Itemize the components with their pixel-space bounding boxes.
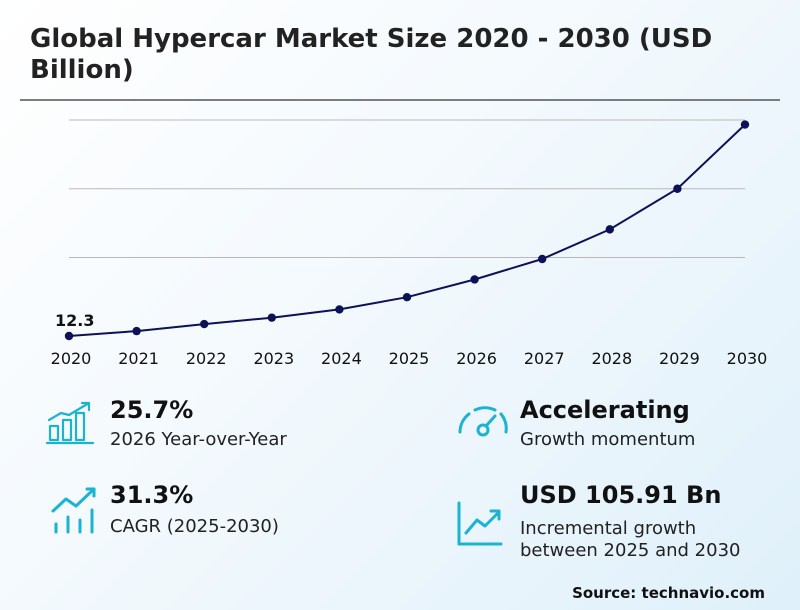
x-tick-2024: 2024 bbox=[321, 349, 362, 368]
data-point-2020 bbox=[64, 331, 74, 341]
kpi-yoy-label: 2026 Year-over-Year bbox=[110, 429, 287, 450]
bar-chart-growth-icon bbox=[45, 401, 95, 445]
x-tick-2027: 2027 bbox=[524, 349, 565, 368]
series-line-layer bbox=[68, 123, 746, 337]
kpi-cagr-value: 31.3% bbox=[110, 481, 194, 509]
data-markers bbox=[64, 120, 750, 341]
source-credit: Source: technavio.com bbox=[572, 584, 765, 602]
data-point-2024 bbox=[335, 305, 344, 314]
rising-bars-trend-icon bbox=[51, 487, 96, 534]
data-point-2025 bbox=[402, 292, 412, 302]
x-tick-2028: 2028 bbox=[591, 349, 632, 368]
series-line bbox=[68, 123, 746, 337]
data-point-2026 bbox=[470, 275, 479, 284]
data-labels: 12.3 bbox=[55, 311, 94, 330]
data-point-2030 bbox=[740, 120, 750, 129]
data-point-2029 bbox=[673, 184, 682, 193]
kpi-cagr-label: CAGR (2025-2030) bbox=[110, 516, 279, 537]
x-tick-2023: 2023 bbox=[253, 349, 294, 368]
x-tick-2026: 2026 bbox=[456, 349, 497, 368]
x-tick-2020: 2020 bbox=[51, 349, 92, 368]
x-tick-2030: 2030 bbox=[727, 349, 768, 368]
data-label-2020: 12.3 bbox=[55, 311, 94, 330]
x-axis-ticks: 2020 2021 2022 2023 2024 2025 2026 2027 2028 2029… bbox=[51, 349, 768, 368]
data-point-2027 bbox=[538, 254, 547, 264]
kpi-incremental-value: USD 105.91 Bn bbox=[520, 481, 722, 509]
kpi-yoy-value: 25.7% bbox=[110, 396, 194, 424]
kpi-momentum-value: Accelerating bbox=[520, 396, 690, 424]
data-point-2028 bbox=[605, 225, 614, 234]
title-divider bbox=[20, 99, 780, 101]
x-tick-2025: 2025 bbox=[389, 349, 430, 368]
kpi-incremental-label-line1: Incremental growth bbox=[520, 518, 697, 539]
speedometer-icon bbox=[458, 406, 508, 437]
kpi-momentum-label: Growth momentum bbox=[520, 429, 696, 450]
x-tick-2022: 2022 bbox=[186, 349, 227, 368]
data-point-2023 bbox=[267, 313, 276, 322]
data-point-2022 bbox=[200, 319, 209, 329]
chart-title: Global Hypercar Market Size 2020 - 2030 … bbox=[30, 24, 713, 85]
x-tick-2021: 2021 bbox=[118, 349, 159, 368]
line-chart: 12.3 2020 2021 2022 2023 2024 2025 2026 2027 202… bbox=[51, 119, 768, 368]
data-point-2021 bbox=[132, 326, 141, 336]
trend-chart-icon bbox=[457, 501, 503, 546]
gridlines bbox=[69, 119, 745, 258]
kpi-incremental-label-line2: between 2025 and 2030 bbox=[520, 540, 741, 561]
x-tick-2029: 2029 bbox=[659, 349, 700, 368]
